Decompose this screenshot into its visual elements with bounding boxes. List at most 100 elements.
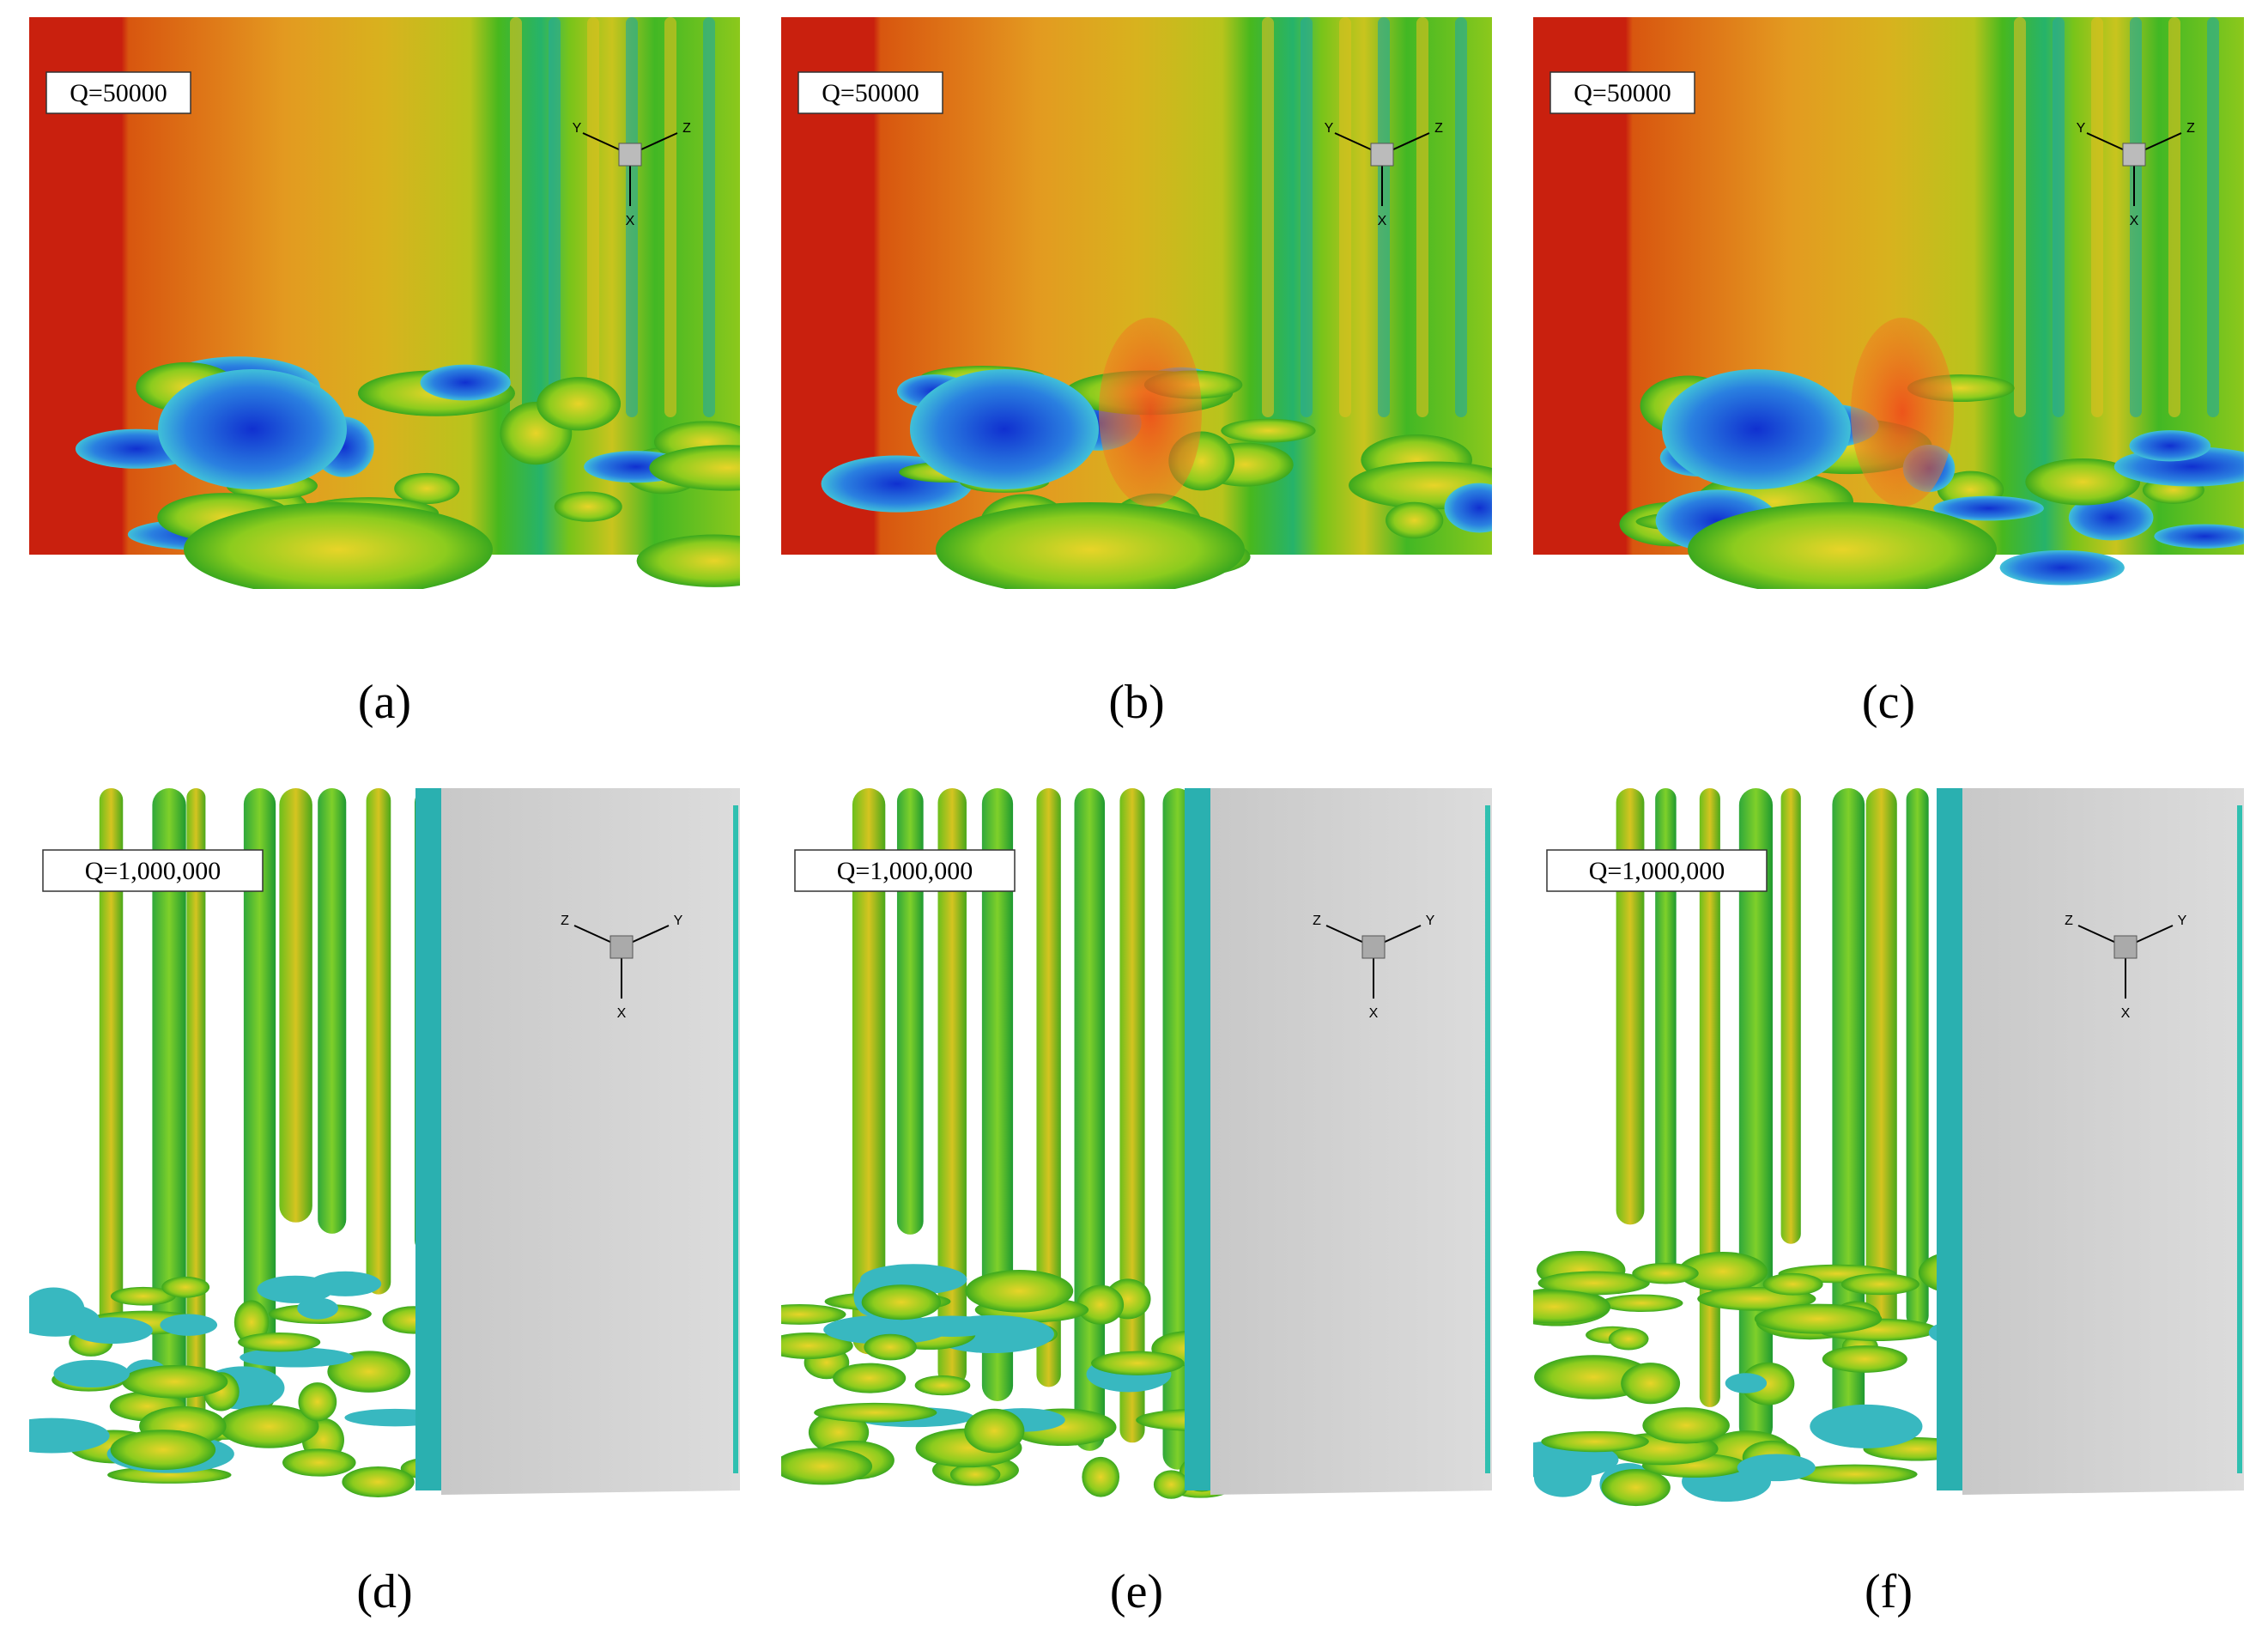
vortex (1754, 1303, 1883, 1334)
vortex (781, 1448, 873, 1485)
stripe (2091, 17, 2103, 417)
annotation-box (45, 71, 191, 114)
vortex (1741, 1362, 1795, 1405)
vortex (1349, 461, 1492, 510)
vortex-tube (852, 788, 886, 1355)
triad-label: Y (1426, 914, 1435, 928)
vortex (298, 1382, 337, 1422)
triad-label: X (1369, 1006, 1379, 1021)
plate (1962, 788, 2244, 1495)
vortex (420, 364, 511, 401)
annotation-box (1549, 71, 1695, 114)
vortex-tube (896, 788, 924, 1235)
triad-cube (2113, 935, 2138, 959)
annotation: Q=50000 (1574, 79, 1671, 107)
vortex (161, 1276, 210, 1298)
vortex (121, 1364, 228, 1399)
vortex (2129, 430, 2211, 462)
plate-side (1485, 805, 1490, 1473)
triad-label: X (626, 214, 635, 228)
annotation-box (794, 849, 1016, 892)
triad-label: Z (1434, 121, 1443, 136)
annotation: Q=1,000,000 (85, 857, 221, 885)
plate-side (733, 805, 738, 1473)
vortex (833, 1363, 907, 1393)
vortex (964, 1408, 1025, 1454)
stripe (1416, 17, 1428, 417)
vortex (823, 1314, 949, 1345)
plate (441, 788, 740, 1495)
annotation: Q=1,000,000 (837, 857, 973, 885)
vortex (1153, 1470, 1189, 1499)
stripe (2207, 17, 2219, 417)
vortex (1737, 1454, 1816, 1482)
vortex (297, 1297, 339, 1320)
annotation: Q=1,000,000 (1589, 857, 1725, 885)
triad-label: X (2121, 1006, 2131, 1021)
vortex (1082, 1456, 1120, 1497)
vortex (965, 1269, 1074, 1313)
stripe (2168, 17, 2180, 417)
plate (1210, 788, 1492, 1495)
triad-label: Z (682, 121, 691, 136)
vortex-tube (1119, 788, 1145, 1443)
vortex-tube (318, 788, 347, 1234)
plate-side (2237, 805, 2242, 1473)
visualization (1533, 788, 2244, 1507)
vortex (861, 1284, 942, 1320)
vortex (2154, 524, 2244, 549)
vortex-tube (279, 788, 312, 1223)
vortex (1621, 1363, 1681, 1405)
vortex (864, 1333, 917, 1361)
panel-caption: (b) (1108, 676, 1164, 729)
vortex (1221, 418, 1316, 443)
structure (1851, 318, 1954, 507)
triad-label: X (2130, 214, 2139, 228)
annotation: Q=50000 (822, 79, 919, 107)
stripe (510, 17, 522, 417)
stripe (549, 17, 561, 417)
panel: Q=1,000,000 X Y Z (781, 788, 1492, 1499)
vortex (649, 445, 740, 491)
annotation-box (42, 849, 264, 892)
vortex (1091, 1351, 1185, 1375)
vortex (537, 377, 622, 431)
vortex-tube (1616, 788, 1645, 1225)
vortex (240, 1347, 354, 1368)
stripe (1262, 17, 1274, 417)
vortex (342, 1466, 415, 1498)
triad-cube (609, 935, 634, 959)
structure (184, 502, 493, 589)
vortex (1444, 483, 1492, 533)
vortex (1933, 495, 2044, 521)
stripe (1301, 17, 1313, 417)
vortex (1999, 549, 2125, 586)
triad-cube (618, 143, 642, 167)
vortex (554, 491, 622, 522)
triad-cube (2122, 143, 2146, 167)
panel-caption: (f) (1865, 1565, 1913, 1618)
vortex-tube (1865, 788, 1897, 1336)
vortex (233, 1300, 270, 1345)
stripe (1455, 17, 1467, 417)
vortex (1608, 1327, 1649, 1351)
vortex-tube (981, 788, 1014, 1401)
stripe (2053, 17, 2065, 417)
vortex (914, 1375, 971, 1396)
panel-caption: (d) (356, 1565, 412, 1618)
stripe (626, 17, 638, 417)
vortex (238, 1332, 321, 1352)
triad-label: X (1378, 214, 1387, 228)
triad-label: Z (2186, 121, 2195, 136)
vortex (1642, 1407, 1730, 1444)
visualization (29, 788, 740, 1498)
panel-caption: (e) (1110, 1565, 1163, 1618)
triad-label: Y (674, 914, 683, 928)
vortex (1533, 1290, 1611, 1324)
triad-label: Z (1313, 914, 1321, 928)
plate-edge (415, 788, 441, 1490)
vortex (1677, 1251, 1768, 1292)
vortex-tube (243, 788, 276, 1411)
plate-edge (1185, 788, 1210, 1490)
